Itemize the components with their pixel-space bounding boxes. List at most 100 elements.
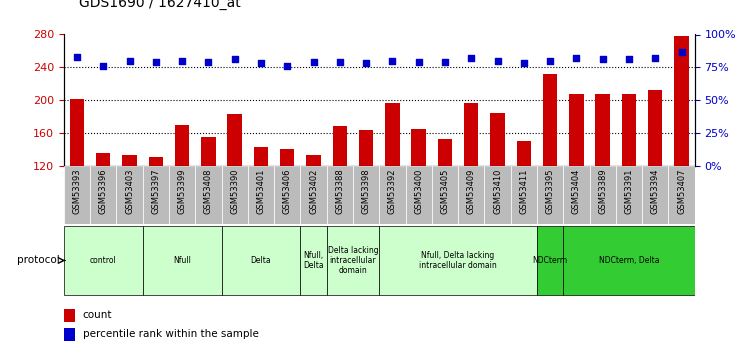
Bar <box>563 166 590 224</box>
Point <box>623 57 635 62</box>
Bar <box>458 166 484 224</box>
Bar <box>379 226 537 295</box>
Bar <box>379 166 406 224</box>
Text: GSM53410: GSM53410 <box>493 169 502 214</box>
Bar <box>64 328 75 341</box>
Bar <box>353 166 379 224</box>
Point <box>98 63 110 69</box>
Text: GSM53406: GSM53406 <box>283 169 291 214</box>
Bar <box>432 166 458 224</box>
Bar <box>406 166 432 224</box>
Point <box>334 59 346 65</box>
Text: GSM53411: GSM53411 <box>520 169 528 214</box>
Point <box>308 59 320 65</box>
Bar <box>490 113 505 166</box>
Text: GSM53389: GSM53389 <box>599 169 607 214</box>
Bar <box>169 166 195 224</box>
Text: protocol: protocol <box>17 256 60 265</box>
Bar <box>143 226 222 295</box>
Text: GSM53397: GSM53397 <box>152 169 160 214</box>
Bar <box>563 226 695 295</box>
Text: GSM53404: GSM53404 <box>572 169 581 214</box>
Bar <box>537 226 563 295</box>
Text: GSM53401: GSM53401 <box>257 169 265 214</box>
Bar <box>537 166 563 224</box>
Text: count: count <box>83 310 112 320</box>
Bar <box>327 166 353 224</box>
Point <box>676 49 688 54</box>
Bar <box>248 166 274 224</box>
Text: NDCterm: NDCterm <box>532 256 568 265</box>
Bar <box>327 226 379 295</box>
Point <box>518 61 530 66</box>
Bar <box>254 147 268 166</box>
Point <box>203 59 215 65</box>
Text: GSM53402: GSM53402 <box>309 169 318 214</box>
Bar <box>64 166 90 224</box>
Bar <box>668 166 695 224</box>
Text: GSM53408: GSM53408 <box>204 169 213 214</box>
Bar <box>222 226 300 295</box>
Bar <box>64 309 75 322</box>
Text: GSM53390: GSM53390 <box>231 169 239 214</box>
Bar <box>90 166 116 224</box>
Text: Nfull,
Delta: Nfull, Delta <box>303 251 324 270</box>
Bar <box>438 139 452 166</box>
Text: GSM53396: GSM53396 <box>99 169 107 214</box>
Bar <box>175 125 189 166</box>
Text: GSM53400: GSM53400 <box>415 169 423 214</box>
Point <box>255 61 267 66</box>
Point <box>71 54 83 60</box>
Point <box>387 58 399 63</box>
Bar <box>511 166 537 224</box>
Bar <box>195 166 222 224</box>
Text: Delta: Delta <box>251 256 271 265</box>
Bar <box>648 90 662 166</box>
Bar <box>642 166 668 224</box>
Bar <box>70 99 84 166</box>
Point <box>439 59 451 65</box>
Point <box>544 58 556 63</box>
Bar <box>96 153 110 166</box>
Point <box>176 58 188 63</box>
Bar <box>300 226 327 295</box>
Text: NDCterm, Delta: NDCterm, Delta <box>599 256 659 265</box>
Text: percentile rank within the sample: percentile rank within the sample <box>83 329 258 339</box>
Text: GSM53399: GSM53399 <box>178 169 186 214</box>
Bar <box>64 226 143 295</box>
Point <box>360 61 372 66</box>
Bar <box>280 149 294 166</box>
Text: GSM53393: GSM53393 <box>73 169 81 214</box>
Bar <box>412 129 426 166</box>
Text: GSM53392: GSM53392 <box>388 169 397 214</box>
Bar <box>300 166 327 224</box>
Bar <box>543 74 557 166</box>
Bar <box>333 126 347 166</box>
Bar <box>622 94 636 166</box>
Point <box>229 57 241 62</box>
Text: GSM53405: GSM53405 <box>441 169 449 214</box>
Text: GDS1690 / 1627410_at: GDS1690 / 1627410_at <box>79 0 240 10</box>
Text: GSM53391: GSM53391 <box>625 169 633 214</box>
Text: control: control <box>90 256 116 265</box>
Point <box>571 55 583 61</box>
Point <box>597 57 609 62</box>
Bar <box>306 155 321 166</box>
Bar <box>143 166 169 224</box>
Point <box>413 59 425 65</box>
Bar <box>596 94 610 166</box>
Bar <box>674 36 689 166</box>
Bar <box>517 141 531 166</box>
Bar <box>385 104 400 166</box>
Bar <box>590 166 616 224</box>
Text: GSM53394: GSM53394 <box>651 169 659 214</box>
Point <box>124 58 136 63</box>
Bar <box>359 130 373 166</box>
Text: GSM53407: GSM53407 <box>677 169 686 214</box>
Bar <box>222 166 248 224</box>
Bar <box>616 166 642 224</box>
Bar <box>569 94 584 166</box>
Bar <box>122 155 137 166</box>
Bar <box>149 157 163 166</box>
Point <box>150 59 162 65</box>
